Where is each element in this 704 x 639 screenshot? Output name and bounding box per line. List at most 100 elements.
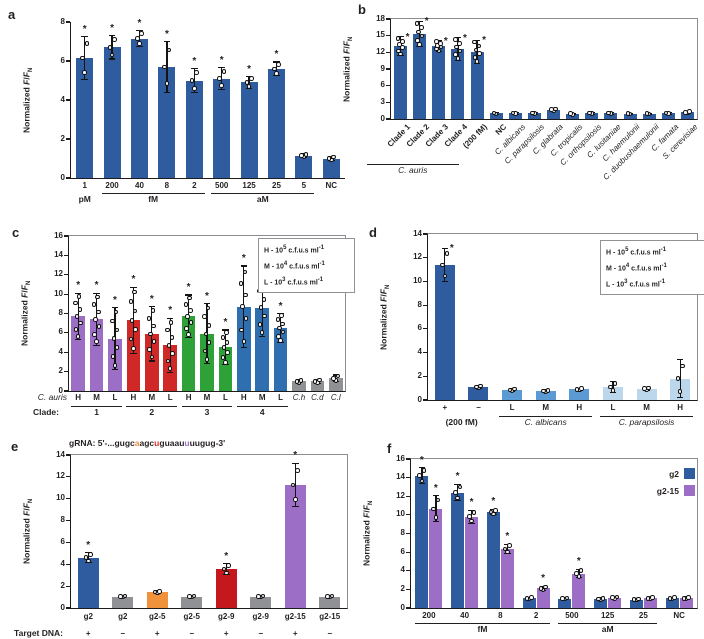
bar (468, 386, 489, 400)
data-point (325, 594, 330, 599)
y-tick-mark (385, 118, 390, 120)
bar (608, 597, 622, 608)
x-category-label: 125 (600, 611, 615, 620)
y-tick-mark (65, 607, 70, 609)
data-point (82, 70, 87, 75)
bar (486, 512, 500, 608)
data-point (431, 506, 436, 512)
bar (432, 46, 446, 119)
y-tick-mark (65, 177, 70, 179)
significance-asterisk: * (482, 35, 487, 47)
data-point (256, 594, 261, 599)
data-point (290, 482, 296, 488)
data-point (110, 354, 116, 359)
significance-asterisk: * (131, 274, 136, 286)
significance-asterisk: * (491, 496, 496, 508)
data-point (529, 595, 534, 600)
bar (77, 557, 99, 608)
y-tick-label: 8 (60, 515, 65, 525)
y-tick-mark (422, 328, 427, 330)
data-point (600, 596, 606, 601)
data-point (553, 106, 559, 112)
data-point (457, 41, 463, 46)
group-underline (236, 406, 288, 408)
bar (240, 82, 258, 178)
legend-line: L - 103 c.f.u.s ml-1 (264, 276, 324, 286)
error-bar-cap (166, 317, 174, 319)
data-point (128, 299, 134, 304)
data-point (165, 358, 171, 364)
x-row-value: + (154, 629, 160, 638)
data-point (331, 376, 336, 381)
x-category-label: M (148, 393, 156, 402)
error-bar (111, 35, 113, 60)
data-point (677, 389, 683, 394)
y-tick-label: 4 (417, 347, 422, 357)
group-underline (499, 416, 593, 418)
data-point (74, 314, 80, 319)
grna-sequence-title: gRNA: 5'-...gugcaagcuguaauuuugug-3' (69, 438, 225, 448)
y-tick-label: 10 (56, 493, 65, 503)
data-point (191, 593, 197, 599)
data-point (166, 47, 172, 53)
y-tick-mark (63, 235, 68, 237)
data-point (442, 273, 448, 279)
y-tick-mark (65, 454, 70, 456)
x-row-value: + (292, 629, 298, 638)
error-bar-cap (203, 363, 211, 365)
data-point (471, 510, 477, 515)
data-point (225, 350, 230, 355)
data-point (80, 55, 85, 61)
data-point (587, 110, 592, 116)
error-bar-cap (218, 88, 225, 90)
data-point (223, 360, 228, 365)
x-category-label: M (258, 393, 266, 402)
data-point (244, 80, 250, 85)
x-category-label: L (222, 393, 228, 402)
plot-area-f: 0 2 4 6 8 10 12 14 16 Normalized F/FN * * * * * * * * 200 4… (362, 454, 698, 634)
data-point (608, 384, 614, 390)
x-category-label: g2-5 (183, 612, 200, 621)
significance-asterisk: * (223, 316, 228, 328)
data-point (276, 334, 281, 339)
data-point (642, 386, 647, 392)
x-category-label: H (677, 403, 684, 412)
grna-sequence-segment: guaau (159, 438, 185, 448)
error-bar (87, 552, 89, 563)
error-bar-cap (222, 364, 229, 366)
bar (665, 598, 679, 608)
data-point (78, 320, 83, 326)
x-category-label: C.d (311, 393, 324, 402)
data-point (170, 350, 175, 356)
data-point (472, 39, 477, 45)
data-point (335, 373, 341, 379)
data-point (162, 64, 167, 70)
group-underline (558, 623, 657, 625)
panel-letter-e: e (11, 439, 19, 454)
bar (71, 316, 85, 391)
significance-asterisk: * (168, 305, 173, 317)
data-point (169, 335, 175, 340)
group-label: 1 (94, 407, 99, 417)
y-tick-mark (65, 60, 70, 62)
error-bar-cap (432, 521, 440, 523)
data-point (112, 37, 117, 42)
error-bar-cap (441, 280, 449, 283)
significance-asterisk: * (110, 22, 115, 34)
significance-asterisk: * (82, 23, 87, 35)
bar (465, 516, 479, 608)
significance-asterisk: * (274, 48, 279, 60)
x-category-label: M (93, 393, 100, 402)
legend-swatch (684, 468, 695, 479)
x-category-label: g2-15 (284, 612, 306, 621)
data-point (157, 588, 162, 594)
error-bar-cap (203, 303, 211, 305)
error-bar-cap (163, 40, 171, 43)
plot-area-a: 0 2 4 6 8 Normalized F/FN * * * * * * * * 1 200 40 8 2 500 1… (22, 17, 345, 204)
y-axis-label-text: Normalized F/FN (341, 36, 355, 102)
data-point (137, 41, 142, 47)
x-row-value: − (327, 629, 333, 638)
bar (679, 598, 693, 608)
bar (322, 158, 340, 178)
